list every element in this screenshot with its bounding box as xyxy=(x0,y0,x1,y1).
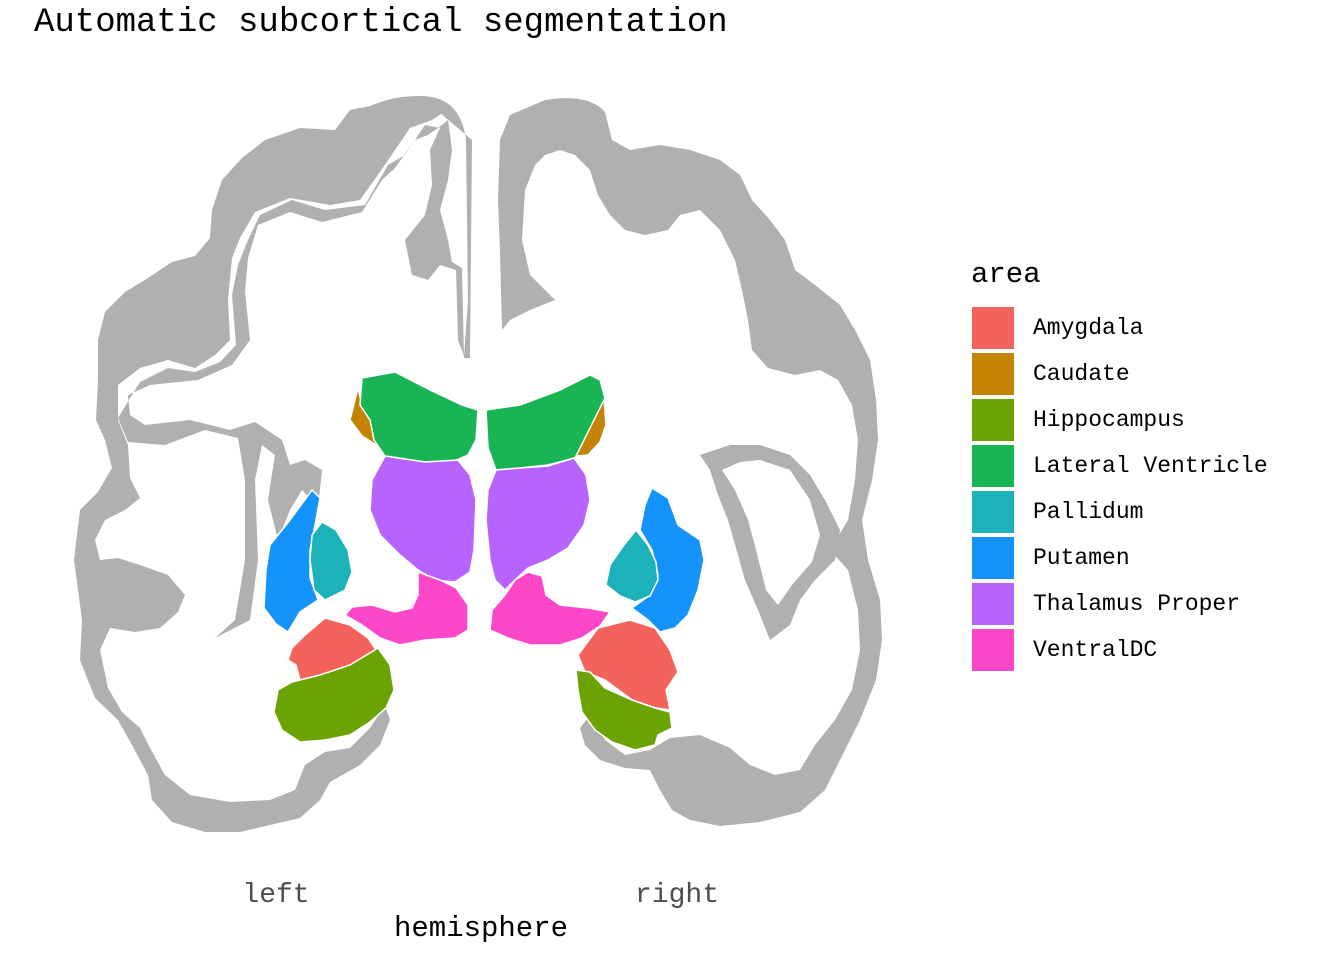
chart-title: Automatic subcortical segmentation xyxy=(34,4,728,42)
x-tick-left: left xyxy=(242,880,310,911)
legend-label: Lateral Ventricle xyxy=(1033,453,1268,479)
legend-key xyxy=(971,582,1015,626)
left-hippocampus xyxy=(273,646,395,743)
left-cortex xyxy=(118,96,472,638)
left-ventraldc xyxy=(343,570,469,646)
legend-item: Caudate xyxy=(971,351,1268,397)
legend-key xyxy=(971,444,1015,488)
legend-key xyxy=(971,352,1015,396)
legend-label: Pallidum xyxy=(1033,499,1144,525)
legend: area Amygdala Caudate Hippocampus Latera… xyxy=(971,258,1268,673)
legend-key xyxy=(971,398,1015,442)
legend-key xyxy=(971,306,1015,350)
right-ventraldc xyxy=(489,571,612,646)
x-tick-right: right xyxy=(634,880,720,911)
legend-item: VentralDC xyxy=(971,627,1268,673)
left-lateral-ventricle xyxy=(359,371,479,463)
right-hippocampus xyxy=(575,669,673,751)
legend-key xyxy=(971,536,1015,580)
legend-label: Thalamus Proper xyxy=(1033,591,1241,617)
legend-item: Putamen xyxy=(971,535,1268,581)
legend-key xyxy=(971,628,1015,672)
legend-key xyxy=(971,490,1015,534)
right-inner-cutout xyxy=(728,462,816,600)
legend-item: Pallidum xyxy=(971,489,1268,535)
legend-label: VentralDC xyxy=(1033,637,1158,663)
left-cortex-outer xyxy=(74,96,450,832)
right-cortex xyxy=(498,98,882,827)
legend-label: Caudate xyxy=(1033,361,1130,387)
left-putamen xyxy=(263,488,321,634)
legend-label: Amygdala xyxy=(1033,315,1144,341)
legend-item: Lateral Ventricle xyxy=(971,443,1268,489)
x-axis-label: hemisphere xyxy=(393,912,569,945)
left-thalamus xyxy=(369,455,477,583)
legend-item: Hippocampus xyxy=(971,397,1268,443)
legend-label: Putamen xyxy=(1033,545,1130,571)
right-pallidum xyxy=(605,528,659,603)
legend-title: area xyxy=(971,258,1041,291)
right-cortex-inner xyxy=(700,445,840,640)
left-pallidum xyxy=(309,521,353,601)
legend-item: Thalamus Proper xyxy=(971,581,1268,627)
legend-label: Hippocampus xyxy=(1033,407,1185,433)
legend-item: Amygdala xyxy=(971,305,1268,351)
right-thalamus xyxy=(485,457,591,592)
